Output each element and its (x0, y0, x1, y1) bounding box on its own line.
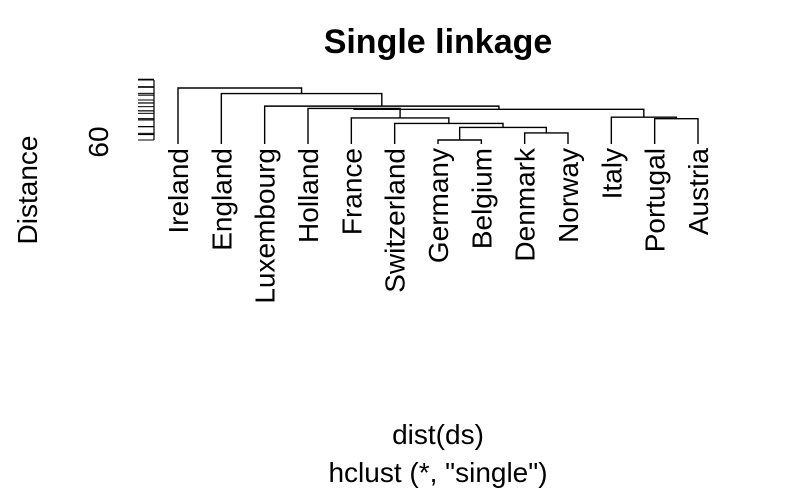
y-axis (138, 78, 155, 141)
merge-branch-8 (307, 107, 401, 144)
leaf-label-germany: Germany (423, 148, 454, 263)
leaf-label-norway: Norway (553, 148, 584, 243)
leaf-label-denmark: Denmark (510, 147, 541, 262)
chart-title: Single linkage (324, 23, 553, 61)
y-axis-tick-label: 60 (83, 126, 114, 157)
merge-branch-4 (393, 122, 504, 144)
leaf-label-ireland: Ireland (163, 148, 194, 234)
leaf-label-belgium: Belgium (466, 148, 497, 249)
leaf-label-france: France (336, 148, 367, 235)
leaf-label-austria: Austria (683, 148, 714, 236)
merge-branch-12 (177, 87, 303, 144)
leaf-label-england: England (206, 148, 237, 251)
leaf-label-luxembourg: Luxembourg (250, 148, 281, 304)
leaf-label-italy: Italy (596, 148, 627, 199)
merge-branch-7 (350, 117, 450, 144)
leaf-label-switzerland: Switzerland (380, 148, 411, 293)
merge-branch-9 (353, 108, 645, 118)
x-axis-label: dist(ds) (392, 419, 484, 450)
leaf-label-holland: Holland (293, 148, 324, 243)
leaf-labels: Ireland England Luxembourg Holland France Swi… (163, 147, 714, 304)
y-axis-label: Distance (12, 136, 43, 245)
method-sublabel: hclust (*, "single") (328, 457, 547, 488)
merge-branch-1 (437, 139, 483, 144)
merge-branch-10 (263, 105, 500, 144)
merge-branch-11 (220, 92, 383, 144)
merge-branch-6 (610, 116, 678, 144)
leaf-label-portugal: Portugal (640, 148, 671, 252)
merge-branch-3 (458, 126, 548, 140)
dendrogram-branches (177, 87, 699, 144)
merge-branch-5 (653, 118, 699, 144)
merge-branch-2 (523, 132, 569, 144)
